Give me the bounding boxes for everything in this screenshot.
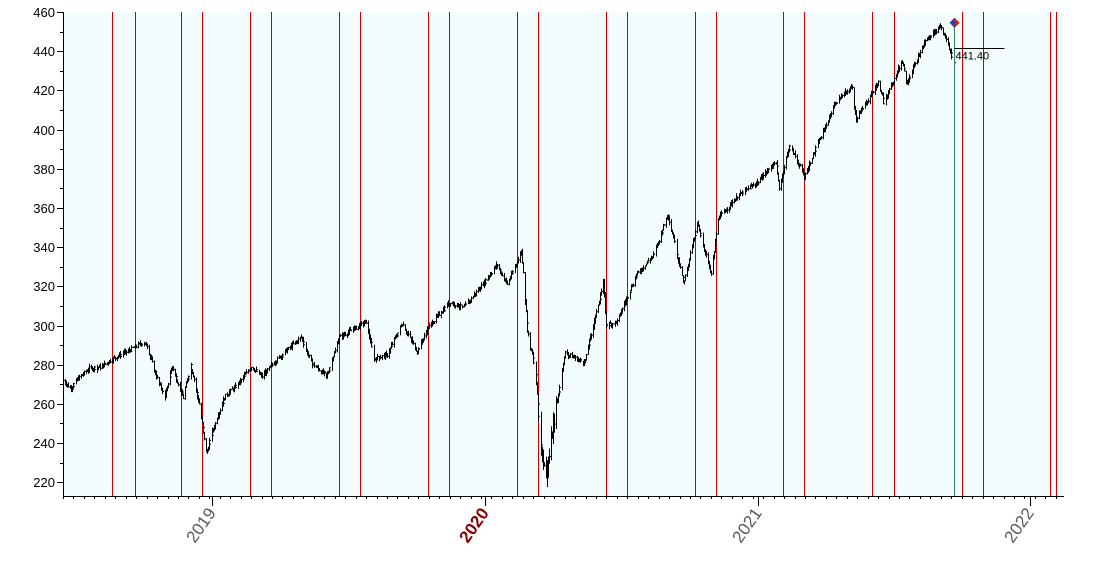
y-tick-label: 300 xyxy=(33,319,55,334)
vertical-lines-layer xyxy=(112,12,1057,496)
y-tick-label: 320 xyxy=(33,279,55,294)
y-tick-label: 440 xyxy=(33,44,55,59)
y-tick-label: 280 xyxy=(33,358,55,373)
y-tick-label: 260 xyxy=(33,397,55,412)
x-tick-label: 2019 xyxy=(183,504,220,546)
current-marker-layer: 441.40 xyxy=(949,17,1005,496)
y-tick-label: 380 xyxy=(33,162,55,177)
x-tick-label: 2022 xyxy=(1001,504,1038,546)
y-tick-label: 220 xyxy=(33,475,55,490)
plot-background xyxy=(63,12,1064,496)
x-tick-label: 2021 xyxy=(729,504,766,546)
y-tick-label: 240 xyxy=(33,436,55,451)
y-tick-label: 460 xyxy=(33,5,55,20)
y-tick-label: 360 xyxy=(33,201,55,216)
peak-marker-accent xyxy=(954,17,960,28)
y-tick-label: 340 xyxy=(33,240,55,255)
price-bars-layer xyxy=(63,23,956,488)
y-tick-label: 400 xyxy=(33,123,55,138)
current-value-label: 441.40 xyxy=(956,50,990,62)
x-tick-label: 2020 xyxy=(456,504,493,546)
y-tick-label: 420 xyxy=(33,83,55,98)
